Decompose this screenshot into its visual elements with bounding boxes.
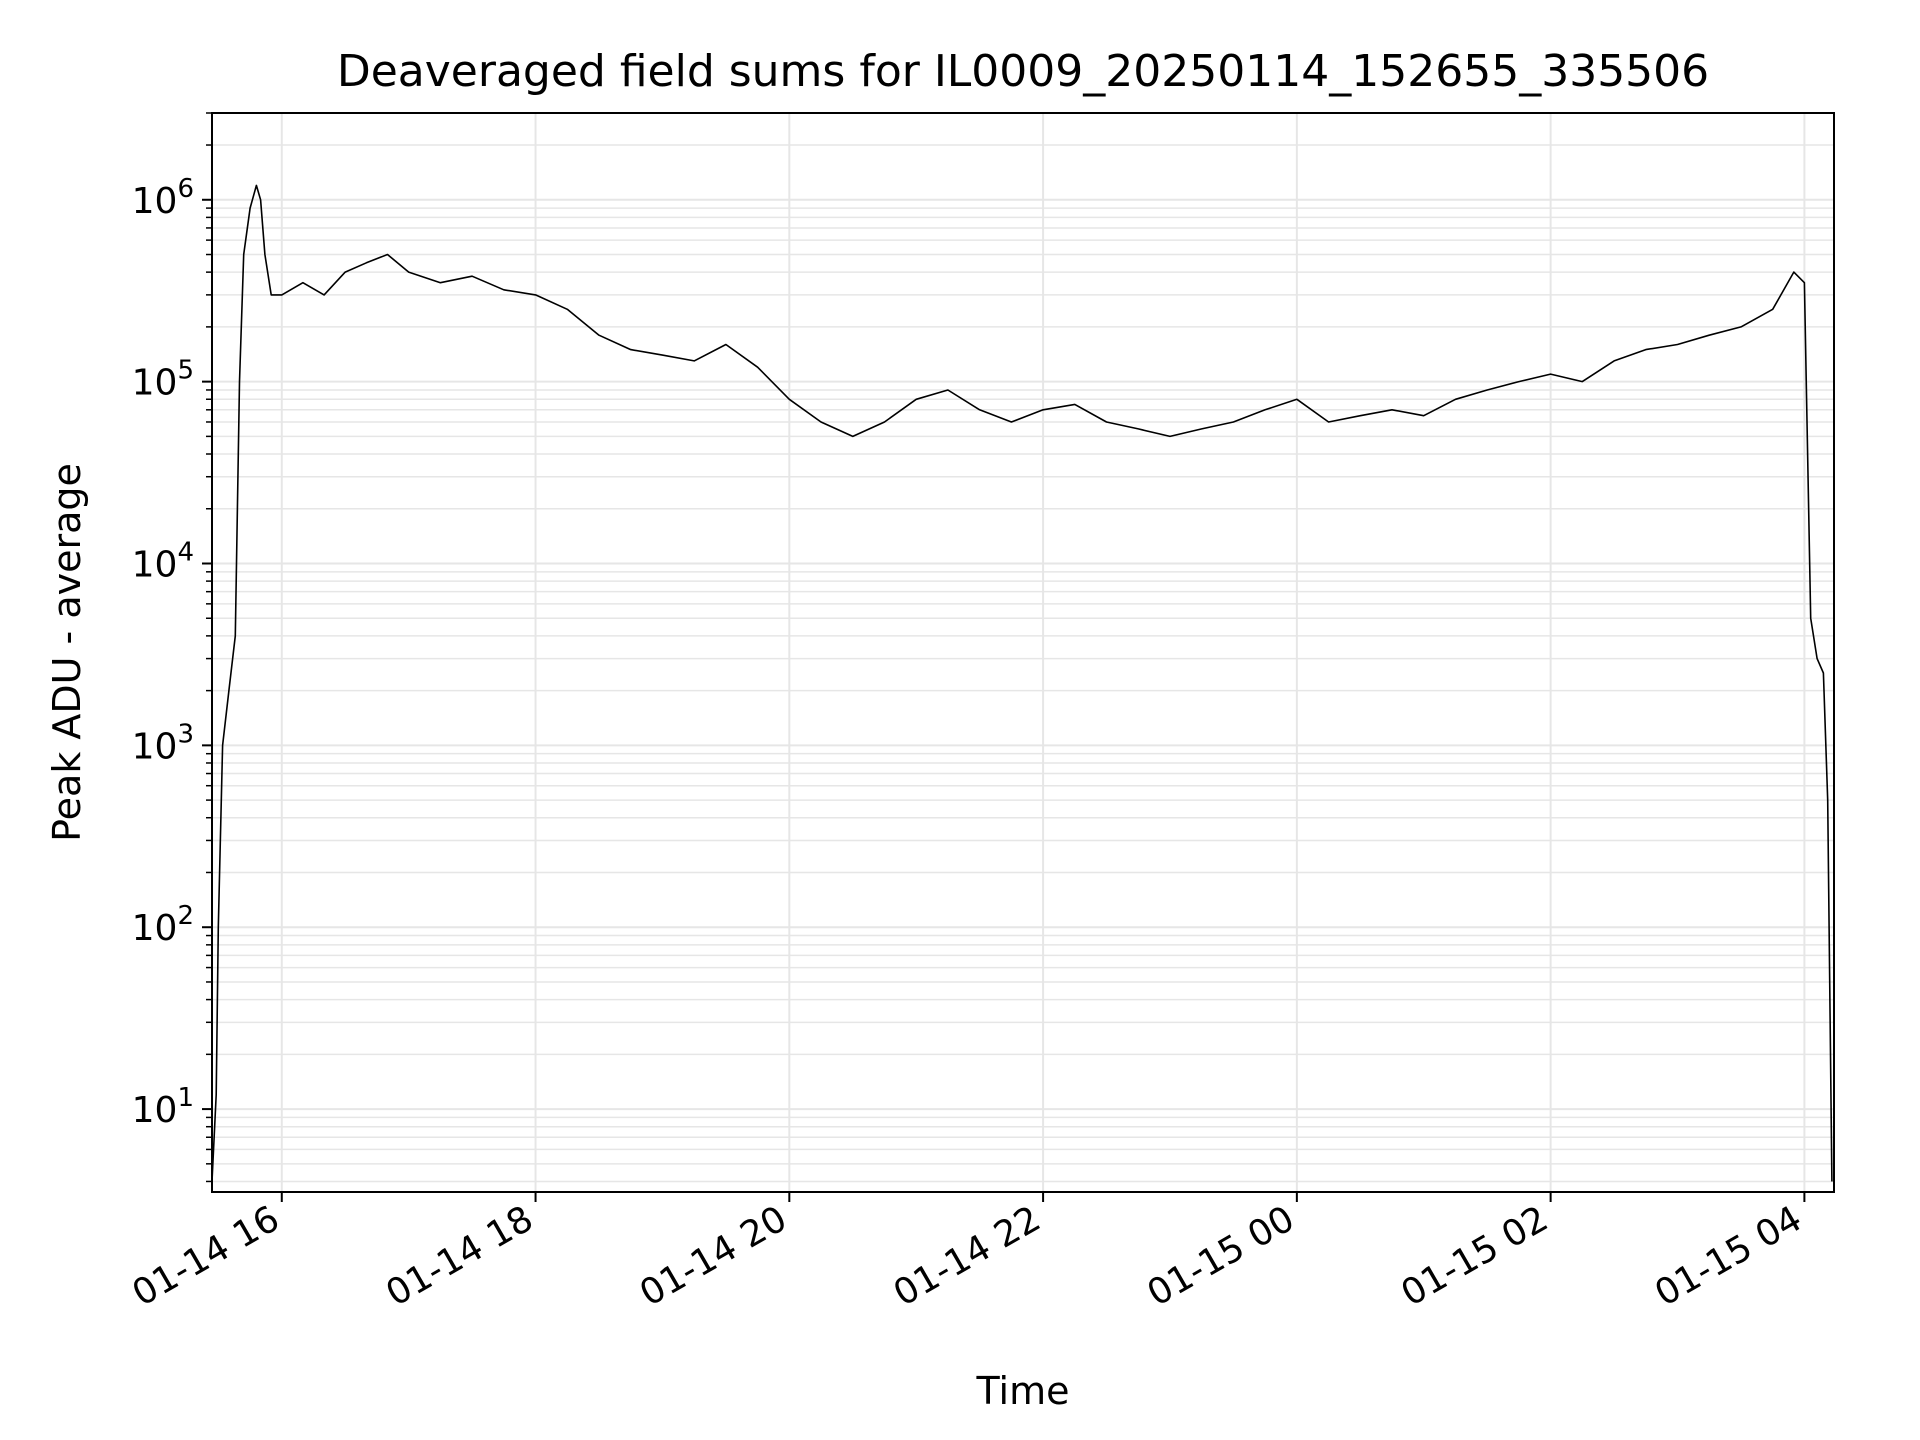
- y-tick-exponent: 6: [177, 174, 194, 204]
- y-tick-label: 104: [132, 537, 194, 585]
- y-tick-base: 10: [132, 726, 178, 767]
- y-tick-base: 10: [132, 363, 178, 404]
- y-tick-label: 102: [132, 901, 194, 949]
- y-tick-label: 103: [132, 719, 194, 767]
- series-layer: [211, 184, 1833, 1182]
- y-tick-base: 10: [132, 1090, 178, 1131]
- y-tick-label: 106: [132, 174, 194, 222]
- plot-frame: [211, 112, 1835, 1193]
- chart-title: Deaveraged field sums for IL0009_2025011…: [337, 46, 1709, 97]
- y-tick-label: 105: [132, 356, 194, 404]
- y-axis-label: Peak ADU - average: [45, 463, 89, 842]
- y-tick-exponent: 3: [177, 719, 194, 749]
- y-tick-label: 101: [132, 1083, 194, 1131]
- y-tick-exponent: 5: [177, 356, 194, 386]
- y-tick-exponent: 1: [177, 1083, 194, 1113]
- y-tick-exponent: 4: [177, 537, 194, 567]
- x-axis-label: Time: [976, 1369, 1070, 1413]
- series-line: [211, 184, 1833, 1182]
- y-tick-base: 10: [132, 544, 178, 585]
- y-tick-exponent: 2: [177, 901, 194, 931]
- y-tick-base: 10: [132, 908, 178, 949]
- y-tick-base: 10: [132, 181, 178, 222]
